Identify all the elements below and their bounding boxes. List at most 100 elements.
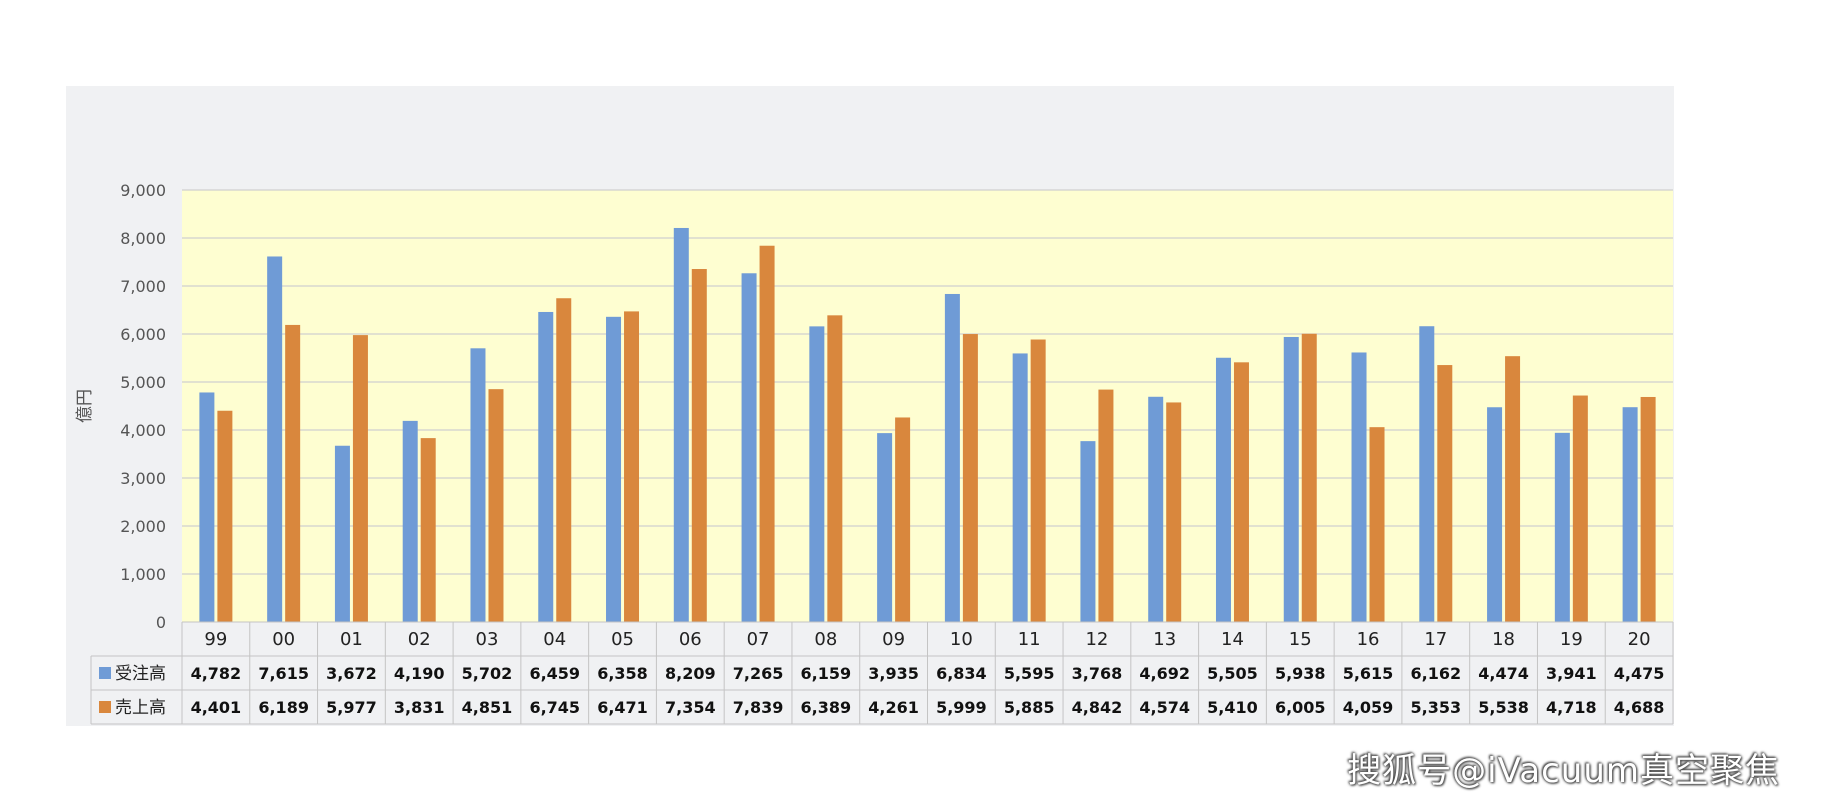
category-label: 18 [1492,629,1515,650]
data-table-value: 5,615 [1343,664,1394,683]
y-tick-label: 8,000 [120,229,166,248]
bar-sales [624,311,640,622]
bar-orders [199,392,215,622]
bar-orders [1012,353,1028,622]
bar-sales [1505,356,1521,622]
category-label: 00 [272,629,295,650]
category-label: 05 [611,629,634,650]
data-table-value: 4,688 [1614,698,1665,717]
category-label: 15 [1289,629,1312,650]
data-table-value: 3,935 [868,664,919,683]
data-table-value: 6,459 [529,664,580,683]
data-table-value: 6,389 [801,698,852,717]
category-label: 10 [950,629,973,650]
bar-sales [352,335,368,622]
data-table-value: 5,702 [462,664,513,683]
category-label: 16 [1357,629,1380,650]
bar-sales [420,438,436,622]
bar-orders [1215,357,1231,622]
data-table-value: 6,358 [597,664,648,683]
y-axis-label: 億円 [75,389,95,423]
category-label: 13 [1153,629,1176,650]
category-label: 09 [882,629,905,650]
bar-orders [1283,336,1299,622]
data-table-value: 3,672 [326,664,377,683]
category-label: 03 [476,629,499,650]
bar-sales [1233,362,1249,622]
bar-orders [1554,432,1570,622]
category-label: 14 [1221,629,1244,650]
data-table-value: 5,977 [326,698,377,717]
y-tick-label: 2,000 [120,517,166,536]
data-table-value: 5,538 [1478,698,1529,717]
data-table-value: 5,999 [936,698,987,717]
category-label: 17 [1424,629,1447,650]
bar-orders [673,227,689,622]
data-table-value: 4,190 [394,664,445,683]
bar-sales [488,389,504,622]
bar-sales [895,417,911,622]
legend-label: 売上高 [115,698,166,718]
bar-orders [944,293,960,622]
data-table-value: 4,692 [1139,664,1190,683]
data-table-value: 4,842 [1072,698,1123,717]
data-table-value: 4,059 [1343,698,1394,717]
bar-orders [606,316,622,622]
data-table-value: 6,834 [936,664,987,683]
data-table-value: 6,159 [801,664,852,683]
bar-orders [334,445,350,622]
bar-orders [1080,441,1096,622]
watermark: 搜狐号@iVacuum真空聚焦 [1347,751,1780,791]
bar-sales [217,410,233,622]
data-table-value: 4,475 [1614,664,1665,683]
category-label: 01 [340,629,363,650]
category-label: 06 [679,629,702,650]
y-tick-label: 0 [156,613,166,632]
bar-orders [1487,407,1503,622]
data-table-value: 5,410 [1207,698,1258,717]
data-table-value: 6,471 [597,698,648,717]
bar-orders [1351,352,1367,622]
data-table-value: 4,851 [462,698,513,717]
data-table-value: 6,162 [1410,664,1461,683]
bar-orders [877,433,893,622]
bar-sales [827,315,843,622]
data-table-value: 3,831 [394,698,445,717]
bar-sales [691,269,707,622]
bar-sales [962,334,978,622]
y-tick-label: 1,000 [120,565,166,584]
category-label: 04 [543,629,566,650]
data-table-value: 4,718 [1546,698,1597,717]
bar-sales [1640,396,1656,622]
bar-sales [1030,339,1046,622]
bar-orders [1148,396,1164,622]
legend-label: 受注高 [115,664,166,684]
data-table-value: 4,574 [1139,698,1190,717]
y-tick-label: 4,000 [120,421,166,440]
data-table-value: 8,209 [665,664,716,683]
bar-sales [285,324,301,622]
data-table-value: 3,941 [1546,664,1597,683]
bar-sales [556,298,572,622]
category-label: 02 [408,629,431,650]
data-table-value: 7,265 [733,664,784,683]
category-label: 12 [1085,629,1108,650]
y-tick-label: 6,000 [120,325,166,344]
category-label: 07 [747,629,770,650]
bar-orders [1622,407,1638,622]
bar-orders [1419,326,1435,622]
bar-sales [759,245,775,622]
category-label: 20 [1628,629,1651,650]
y-tick-label: 9,000 [120,181,166,200]
bar-orders [402,420,418,622]
bar-orders [470,348,486,622]
data-table-value: 7,354 [665,698,716,717]
bar-sales [1166,402,1182,622]
legend-key [99,667,111,679]
bar-orders [267,256,283,622]
bar-sales [1437,365,1453,622]
data-table-value: 5,505 [1207,664,1258,683]
bar-sales [1301,333,1317,622]
category-label: 08 [814,629,837,650]
bar-sales [1572,395,1588,622]
